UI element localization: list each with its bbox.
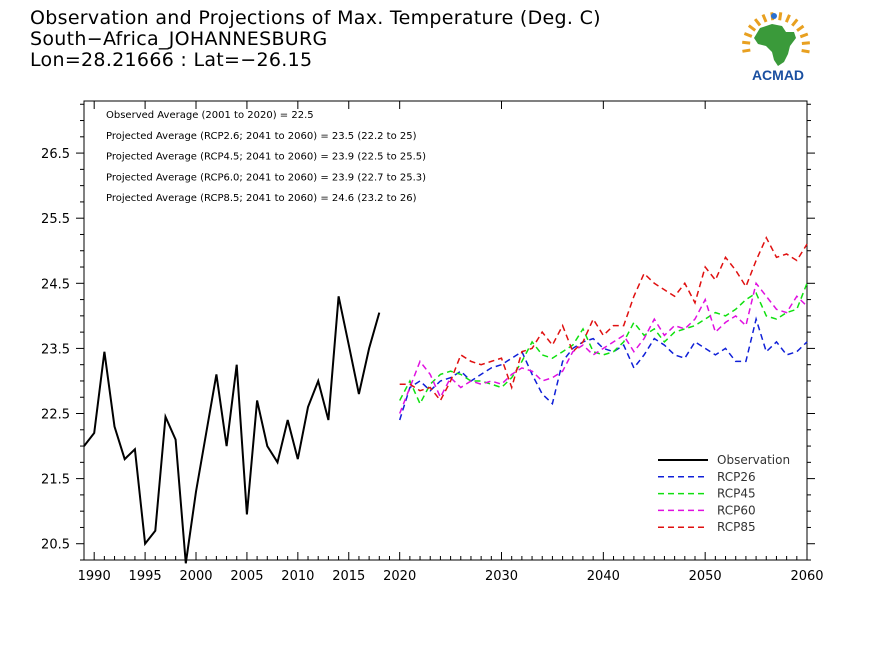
sun-ray	[801, 48, 810, 54]
series-line-rcp26	[398, 316, 808, 421]
legend: Observation RCP26 RCP45 RCP60 RCP85	[658, 453, 790, 534]
annotation-line: Observed Average (2001 to 2020) = 22.5	[106, 110, 314, 121]
legend-label-rcp85: RCP85	[717, 520, 756, 534]
chart-title: Observation and Projections of Max. Temp…	[30, 7, 601, 29]
sun-ray	[801, 41, 810, 46]
chart-subtitle-coordinates: Lon=28.21666 : Lat=−26.15	[30, 49, 313, 71]
chart-title-block: Observation and Projections of Max. Temp…	[30, 8, 601, 71]
x-tick-label: 2040	[587, 569, 620, 584]
x-tick-label: 2015	[332, 569, 365, 584]
plot-frame	[83, 100, 808, 561]
y-tick-label: 22.5	[41, 408, 70, 423]
annotation-line: Projected Average (RCP6.0; 2041 to 2060)…	[106, 172, 426, 183]
x-tick-label: 1990	[78, 569, 111, 584]
sun-ray	[778, 12, 783, 21]
water-drop	[771, 13, 777, 19]
africa-shape	[754, 24, 796, 66]
series-line-rcp45	[399, 283, 808, 406]
sun-ray	[791, 18, 799, 27]
sun-ray	[742, 40, 751, 45]
series-line-rcp60	[399, 281, 808, 414]
annotation-line: Projected Average (RCP2.6; 2041 to 2060)…	[106, 131, 417, 142]
sun-ray	[761, 14, 768, 23]
y-tick-label: 24.5	[41, 277, 70, 292]
series-line-observation	[83, 296, 381, 564]
y-tick-label: 23.5	[41, 342, 70, 357]
x-tick-label: 1995	[129, 569, 162, 584]
sun-ray	[742, 48, 751, 53]
x-tick-label: 2060	[790, 569, 823, 584]
x-tick-label: 2030	[485, 569, 518, 584]
x-tick-label: 2050	[689, 569, 722, 584]
sun-ray	[784, 14, 791, 23]
legend-label-rcp60: RCP60	[717, 503, 756, 517]
series-line-rcp85	[399, 235, 808, 402]
africa-sun-logo-icon: ACMAD	[742, 12, 810, 83]
x-tick-label: 2005	[230, 569, 263, 584]
logo-text: ACMAD	[752, 67, 804, 83]
sun-ray	[753, 18, 762, 27]
x-tick-label: 2000	[179, 569, 212, 584]
series	[83, 235, 808, 564]
sun-ray	[743, 32, 753, 38]
x-tick-label: 2020	[383, 569, 416, 584]
sun-rays	[742, 12, 810, 54]
y-tick-label: 20.5	[41, 538, 70, 553]
annotation-line: Projected Average (RCP8.5; 2041 to 2060)…	[106, 193, 417, 204]
legend-label-observation: Observation	[717, 453, 790, 467]
sun-ray	[796, 24, 805, 32]
legend-label-rcp26: RCP26	[717, 470, 756, 484]
y-tick-label: 26.5	[41, 147, 70, 162]
sun-ray	[747, 24, 757, 32]
sun-ray	[799, 32, 809, 39]
annotation-line: Projected Average (RCP4.5; 2041 to 2060)…	[106, 152, 426, 163]
annotations: Observed Average (2001 to 2020) = 22.5 Pr…	[106, 110, 426, 204]
chart-subtitle-location: South−Africa_JOHANNESBURG	[30, 28, 328, 50]
y-tick-label: 25.5	[41, 212, 70, 227]
legend-label-rcp45: RCP45	[717, 487, 756, 501]
x-tick-label: 2010	[281, 569, 314, 584]
y-tick-label: 21.5	[41, 473, 70, 488]
axes: 1990 1995 2000 2005 2010 2015 2020 2030 2040 2050…	[41, 100, 824, 584]
